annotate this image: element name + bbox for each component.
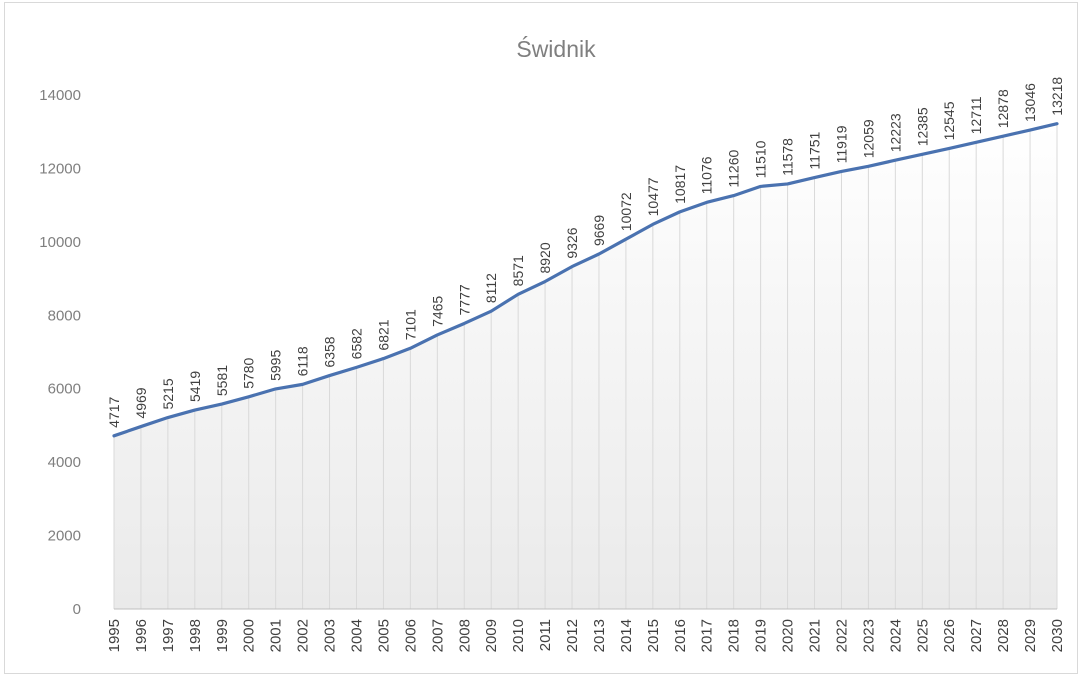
data-label: 9326 [564,227,580,258]
data-label: 10072 [618,192,634,231]
x-tick-label: 2017 [699,619,716,652]
data-label: 6582 [348,328,364,359]
x-axis: 1995 1996 1997 1998 1999 2000 2001 2002 2003 2004… [106,619,1066,652]
y-tick-label: 8000 [48,307,81,324]
y-axis: 0 2000 4000 6000 8000 10000 12000 14000 [39,87,81,618]
data-label: 12878 [995,89,1011,128]
x-tick-label: 1999 [214,619,231,652]
data-label: 11751 [807,131,823,169]
x-tick-label: 2029 [1022,619,1039,652]
data-label: 12545 [941,101,957,140]
data-label: 12223 [887,113,903,152]
y-tick-label: 12000 [39,160,81,177]
data-label: 5419 [187,371,203,402]
data-label: 6118 [295,346,311,376]
y-tick-label: 0 [73,601,81,618]
data-label: 12385 [914,107,930,146]
data-label: 4717 [106,396,122,427]
data-label: 11578 [780,138,796,176]
y-tick-label: 2000 [48,528,81,545]
x-tick-label: 2012 [564,619,581,652]
data-label: 4969 [133,387,149,418]
x-tick-label: 2008 [456,619,473,652]
x-tick-label: 2023 [860,619,877,652]
data-label: 8571 [510,255,526,286]
x-tick-label: 1998 [187,619,204,652]
data-label: 5995 [268,350,284,381]
x-tick-label: 2021 [807,619,824,652]
x-tick-label: 1995 [106,619,123,652]
data-label: 11260 [726,149,742,187]
data-label: 11510 [753,140,769,178]
data-label: 6358 [322,336,338,367]
data-label: 8112 [483,273,499,303]
series-line [112,122,1059,438]
x-tick-label: 2002 [295,619,312,652]
x-tick-label: 1996 [133,619,150,652]
x-tick-label: 1997 [160,619,177,652]
data-label: 6821 [375,319,391,350]
x-tick-label: 2013 [591,619,608,652]
x-tick-label: 2019 [753,619,770,652]
x-tick-label: 2006 [402,619,419,652]
data-label: 10477 [645,177,661,216]
data-label: 11076 [699,156,715,194]
area-fill-path [114,123,1057,609]
x-tick-label: 2022 [833,619,850,652]
y-tick-label: 6000 [48,381,81,398]
data-label: 5780 [241,357,257,388]
x-tick-label: 2003 [322,619,339,652]
data-label: 5215 [160,378,176,409]
chart-title: Świdnik [516,35,596,62]
x-tick-label: 2025 [914,619,931,652]
x-tick-label: 2030 [1049,619,1066,652]
data-label: 7101 [402,309,418,340]
x-tick-label: 2026 [941,619,958,652]
data-label: 12711 [968,96,984,134]
x-tick-label: 2007 [429,619,446,652]
x-tick-label: 2001 [268,619,285,652]
x-tick-label: 2004 [348,619,365,652]
x-tick-label: 2005 [375,619,392,652]
data-label: 12059 [860,119,876,158]
data-label: 13218 [1049,77,1065,116]
data-label: 8920 [537,242,553,273]
x-tick-label: 2014 [618,619,635,652]
data-label: 5581 [214,365,230,396]
x-tick-label: 2016 [672,619,689,652]
x-tick-label: 2010 [510,619,527,652]
x-tick-label: 2024 [887,619,904,652]
x-tick-label: 2028 [995,619,1012,652]
x-tick-label: 2000 [241,619,258,652]
y-tick-label: 4000 [48,454,81,471]
data-label: 10817 [672,165,688,204]
chart-svg: Świdnik 0 2000 4000 6000 8000 10000 12000 14000… [39,35,1066,652]
x-tick-label: 2009 [483,619,500,652]
x-tick-label: 2015 [645,619,662,652]
data-labels: 4717 4969 5215 5419 5581 5780 5995 6118 6358 6582… [106,77,1065,428]
data-label: 7465 [429,296,445,327]
x-tick-label: 2018 [726,619,743,652]
y-tick-label: 14000 [39,87,81,104]
chart-area: Świdnik 0 2000 4000 6000 8000 10000 12000 14000… [4,2,1078,674]
y-tick-label: 10000 [39,234,81,251]
data-label: 7777 [456,284,472,315]
series-line-path [112,122,1059,438]
x-tick-label: 2020 [780,619,797,652]
x-tick-label: 2027 [968,619,985,652]
drop-lines [113,123,1058,609]
data-label: 11919 [833,125,849,163]
data-label: 13046 [1022,83,1038,122]
area-fill [114,123,1057,609]
x-tick-label: 2011 [537,619,554,651]
data-label: 9669 [591,215,607,246]
